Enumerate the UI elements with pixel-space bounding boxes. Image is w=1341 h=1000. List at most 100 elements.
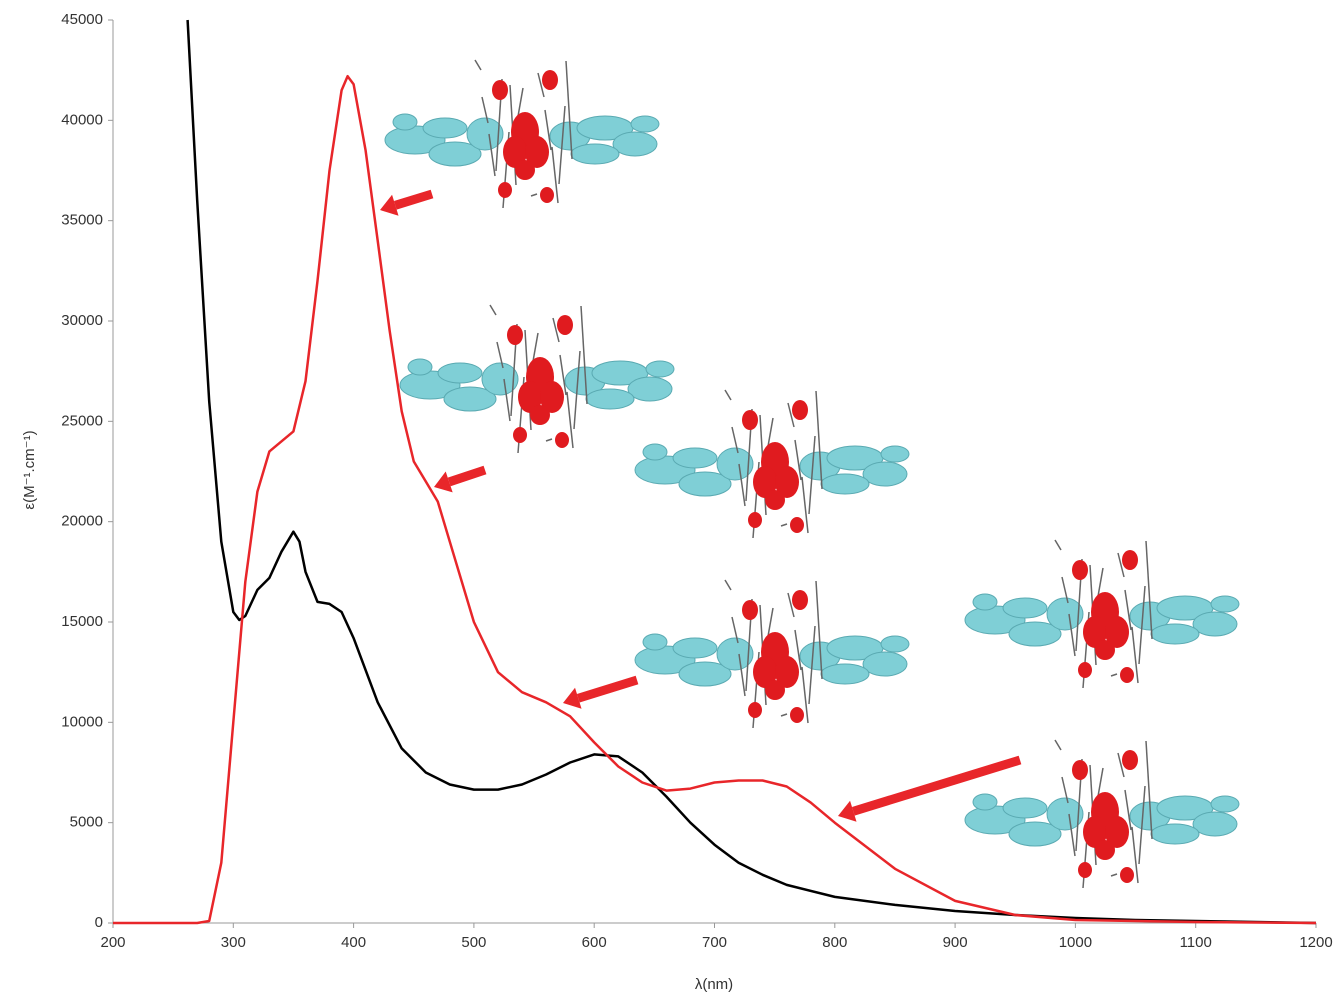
orbital-lobe	[628, 377, 672, 401]
orbital-lobe	[557, 315, 573, 335]
data-line	[113, 76, 1316, 923]
orbital-lobe	[863, 462, 907, 486]
y-tick-label: 10000	[61, 713, 103, 730]
bond	[725, 390, 731, 400]
orbital-image	[400, 305, 674, 453]
orbital-lobe	[792, 400, 808, 420]
x-tick-label: 1000	[1059, 934, 1092, 951]
x-tick-label: 900	[943, 934, 968, 951]
orbital-lobe	[646, 361, 674, 377]
bond	[725, 580, 731, 590]
orbital-lobe	[765, 680, 785, 700]
orbital-lobe	[1072, 560, 1088, 580]
orbital-lobe	[571, 144, 619, 164]
orbital-lobe	[1003, 598, 1047, 618]
orbital-lobe	[423, 118, 467, 138]
orbital-lobe	[1122, 750, 1138, 770]
orbital-lobe	[792, 590, 808, 610]
bond	[1111, 674, 1117, 676]
y-tick-label: 15000	[61, 613, 103, 630]
orbital-lobe	[408, 359, 432, 375]
y-tick-label: 20000	[61, 513, 103, 530]
orbital-lobe	[790, 517, 804, 533]
orbital-lobe	[863, 652, 907, 676]
bond	[531, 194, 537, 196]
orbital-lobe	[673, 638, 717, 658]
orbital-lobe	[765, 490, 785, 510]
x-tick-label: 500	[461, 934, 486, 951]
orbital-lobe	[586, 389, 634, 409]
x-axis-label: λ(nm)	[695, 976, 733, 993]
x-tick-label: 400	[341, 934, 366, 951]
y-tick-label: 40000	[61, 111, 103, 128]
orbital-lobe	[1072, 760, 1088, 780]
orbital-lobe	[1120, 667, 1134, 683]
orbital-lobe	[1095, 840, 1115, 860]
orbital-lobe	[673, 448, 717, 468]
orbital-lobe	[513, 427, 527, 443]
orbital-lobe	[438, 363, 482, 383]
x-tick-label: 700	[702, 934, 727, 951]
orbital-lobe	[492, 80, 508, 100]
x-tick-label: 1100	[1180, 934, 1212, 951]
orbital-lobe	[1078, 662, 1092, 678]
orbital-lobe	[643, 634, 667, 650]
orbital-image	[385, 60, 659, 208]
orbital-lobe	[1078, 862, 1092, 878]
bond	[1055, 740, 1061, 750]
orbital-lobe	[1151, 624, 1199, 644]
orbital-image	[635, 390, 909, 538]
orbital-lobe	[881, 446, 909, 462]
orbital-lobe	[1211, 796, 1239, 812]
orbital-lobe	[1211, 596, 1239, 612]
orbital-lobe	[515, 160, 535, 180]
y-tick-label: 25000	[61, 412, 103, 429]
orbital-lobe	[530, 405, 550, 425]
x-tick-label: 600	[582, 934, 607, 951]
orbital-lobe	[613, 132, 657, 156]
y-tick-label: 30000	[61, 312, 103, 329]
orbital-lobe	[742, 600, 758, 620]
orbital-illustrations	[380, 60, 1239, 888]
x-tick-label: 200	[100, 934, 125, 951]
arrow-shaft	[449, 470, 485, 482]
bond	[475, 60, 481, 70]
orbital-lobe	[631, 116, 659, 132]
x-tick-label: 1200	[1299, 934, 1332, 951]
orbital-lobe	[1120, 867, 1134, 883]
x-tick-label: 800	[822, 934, 847, 951]
orbital-lobe	[643, 444, 667, 460]
bond	[490, 305, 496, 315]
orbital-lobe	[821, 474, 869, 494]
orbital-lobe	[973, 794, 997, 810]
y-tick-label: 45000	[61, 11, 103, 28]
orbital-image	[965, 540, 1239, 688]
x-tick-label: 300	[221, 934, 246, 951]
orbital-lobe	[790, 707, 804, 723]
orbital-lobe	[821, 664, 869, 684]
orbital-lobe	[498, 182, 512, 198]
chart: ε(M⁻¹.cm⁻¹) λ(nm) 0500010000150002000025…	[0, 0, 1341, 995]
orbital-lobe	[507, 325, 523, 345]
y-tick-label: 0	[95, 914, 103, 931]
bond	[781, 714, 787, 716]
orbital-lobe	[748, 512, 762, 528]
orbital-lobe	[1122, 550, 1138, 570]
orbital-lobe	[1151, 824, 1199, 844]
data-line	[188, 20, 1316, 923]
orbital-lobe	[555, 432, 569, 448]
orbital-lobe	[973, 594, 997, 610]
bond	[546, 439, 552, 441]
orbital-lobe	[1095, 640, 1115, 660]
orbital-lobe	[1193, 812, 1237, 836]
bond	[781, 524, 787, 526]
orbital-lobe	[1003, 798, 1047, 818]
y-axis-label: ε(M⁻¹.cm⁻¹)	[21, 430, 38, 509]
y-tick-label: 35000	[61, 212, 103, 229]
orbital-lobe	[540, 187, 554, 203]
orbital-lobe	[393, 114, 417, 130]
bond	[1111, 874, 1117, 876]
orbital-lobe	[748, 702, 762, 718]
orbital-lobe	[742, 410, 758, 430]
orbital-lobe	[1193, 612, 1237, 636]
